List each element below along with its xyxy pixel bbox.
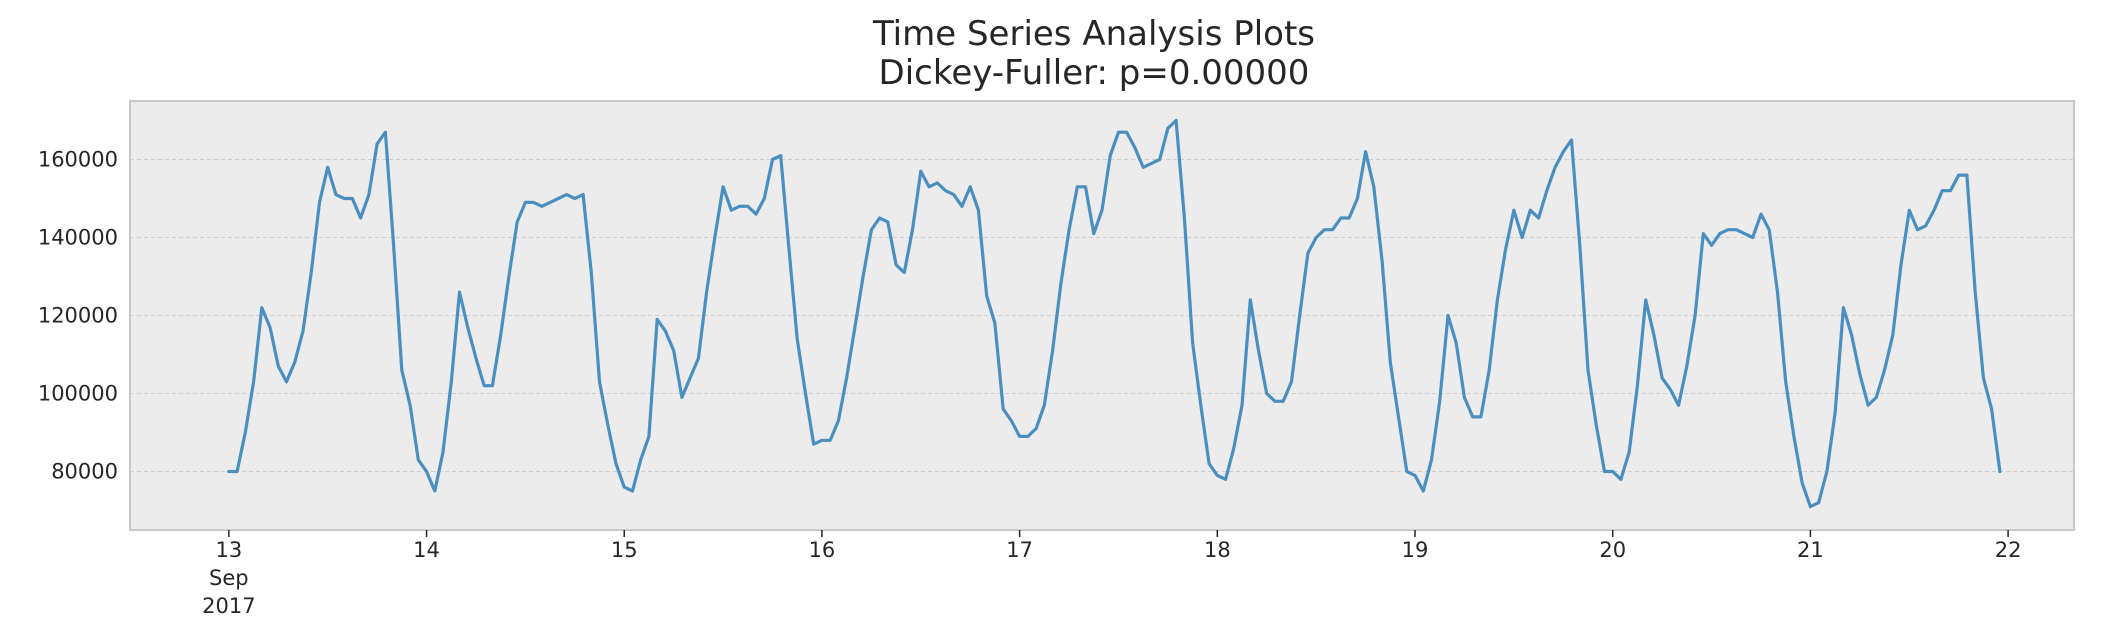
x-axis: 13 Sep 2017 14 15 16 17 18 19 20 21 22 bbox=[202, 530, 2021, 618]
chart-title: Time Series Analysis Plots bbox=[872, 14, 1315, 54]
x-tick-label: 22 bbox=[1995, 538, 2022, 562]
x-tick-label: 18 bbox=[1204, 538, 1231, 562]
x-tick-label: 19 bbox=[1402, 538, 1429, 562]
x-tick-sublabel: 2017 bbox=[202, 594, 255, 618]
y-tick-label: 100000 bbox=[38, 382, 118, 406]
x-tick-label: 15 bbox=[611, 538, 638, 562]
x-tick-label: 16 bbox=[809, 538, 836, 562]
y-tick-label: 80000 bbox=[51, 460, 118, 484]
x-tick-label: 13 bbox=[215, 538, 242, 562]
series-layer bbox=[227, 118, 2002, 509]
chart-subtitle: Dickey-Fuller: p=0.00000 bbox=[879, 53, 1310, 93]
x-tick-label: 17 bbox=[1006, 538, 1033, 562]
y-tick-label: 140000 bbox=[38, 226, 118, 250]
x-tick-sublabel: Sep bbox=[209, 566, 249, 590]
y-tick-label: 160000 bbox=[38, 148, 118, 172]
x-tick-label: 14 bbox=[413, 538, 440, 562]
y-tick-label: 120000 bbox=[38, 304, 118, 328]
series-line bbox=[227, 118, 2002, 509]
x-tick-label: 20 bbox=[1599, 538, 1626, 562]
y-axis: 80000 100000 120000 140000 160000 bbox=[38, 148, 118, 484]
x-tick-label: 21 bbox=[1797, 538, 1824, 562]
